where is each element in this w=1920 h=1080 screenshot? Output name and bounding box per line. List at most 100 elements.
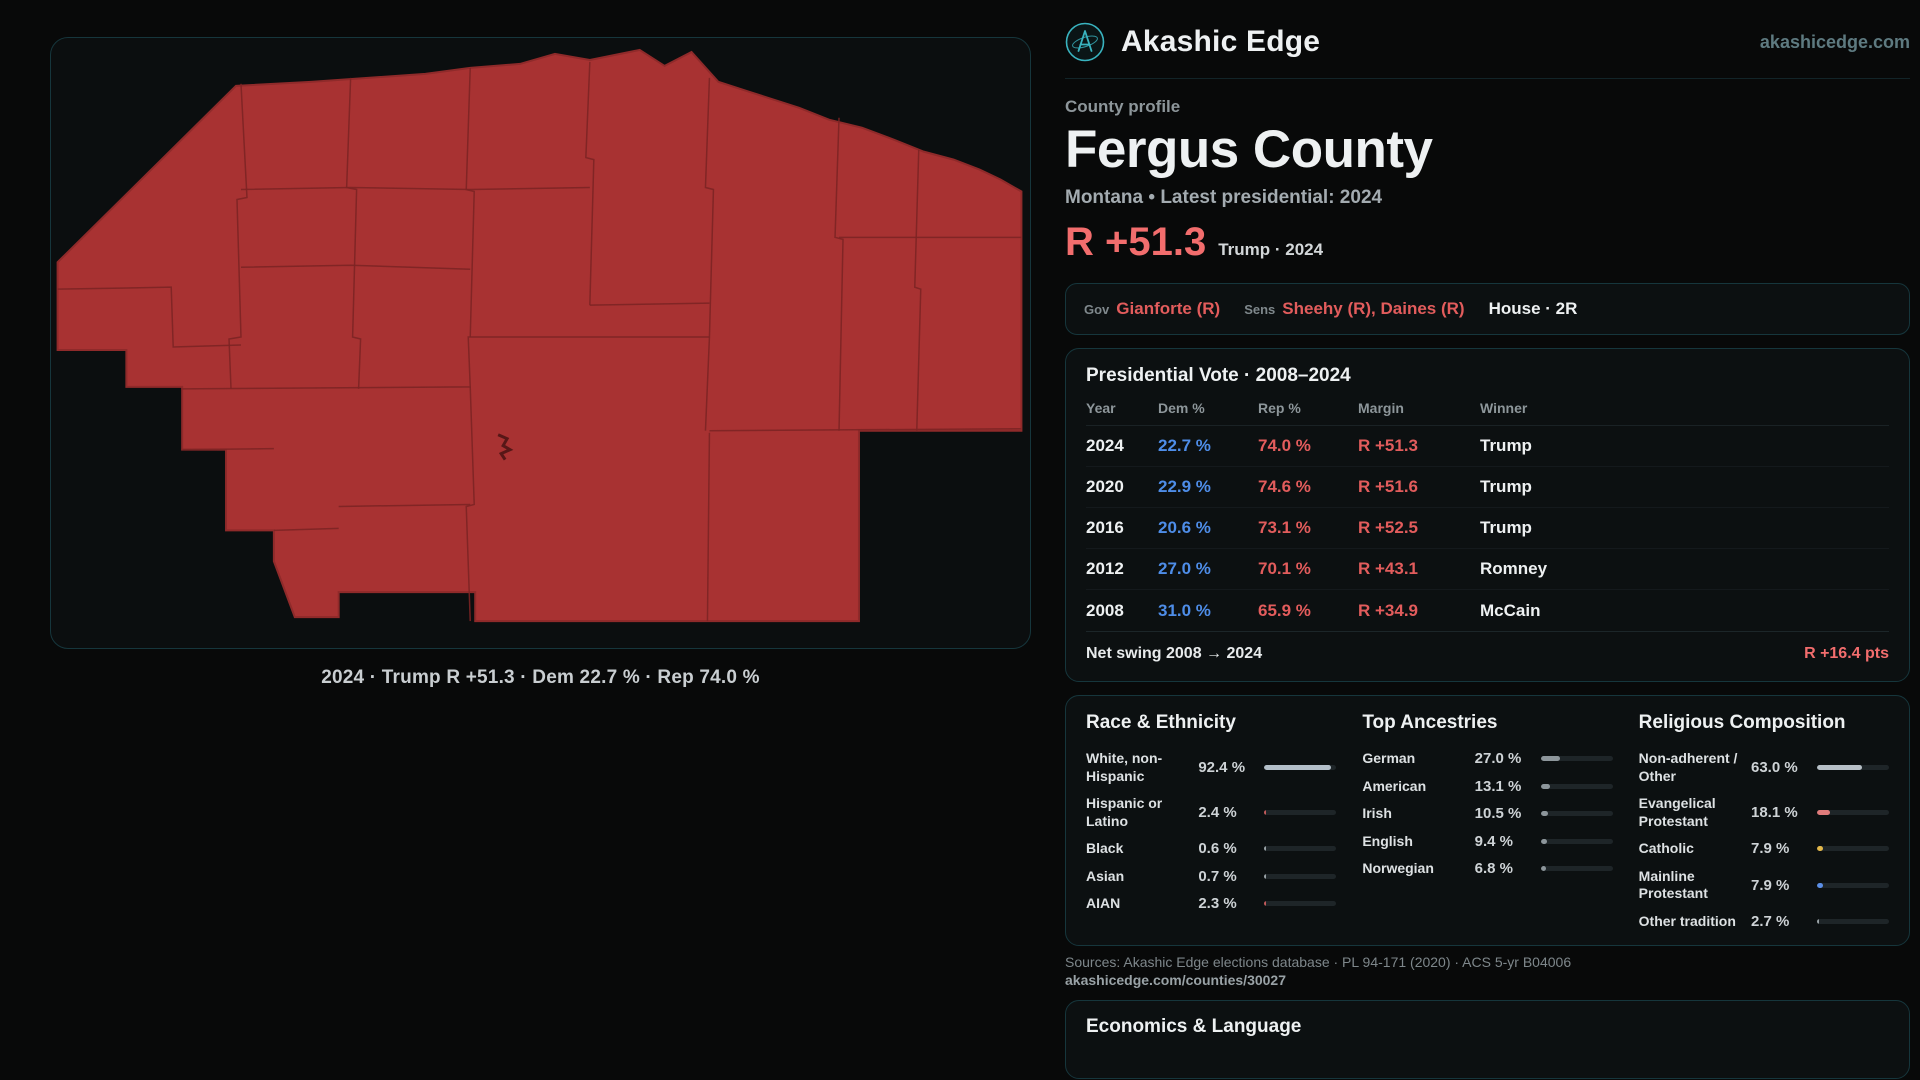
stat-row: Catholic 7.9 % xyxy=(1639,835,1889,863)
net-swing-row: Net swing 2008 → 2024 R +16.4 pts xyxy=(1086,631,1889,668)
stat-label: White, non-Hispanic xyxy=(1086,750,1163,784)
dem-cell: 22.9 % xyxy=(1158,477,1211,497)
profile-kicker: County profile xyxy=(1065,97,1181,116)
stat-value: 92.4 % xyxy=(1198,759,1246,777)
rep-cell: 70.1 % xyxy=(1258,559,1311,579)
stat-bar xyxy=(1264,873,1337,879)
religion-rows: Non-adherent / Other 63.0 % Evangelical Pr… xyxy=(1639,745,1889,935)
stat-value: 7.9 % xyxy=(1750,840,1790,858)
gov-label: Gov xyxy=(1084,301,1110,317)
margin-cell: R +34.9 xyxy=(1358,600,1419,620)
stat-row: White, non-Hispanic 92.4 % xyxy=(1086,745,1337,790)
presidential-table-body: 2024 22.7 % 74.0 % R +51.3 Trump 2020 22.9 % 74… xyxy=(1086,426,1889,631)
stat-label: German xyxy=(1362,750,1416,767)
stat-label: AIAN xyxy=(1086,895,1121,912)
stat-value: 0.7 % xyxy=(1198,867,1237,885)
stat-bar xyxy=(1540,811,1613,817)
rep-cell: 74.6 % xyxy=(1258,477,1311,497)
sens-value: Sheehy (R), Daines (R) xyxy=(1282,299,1465,319)
stat-row: English 9.4 % xyxy=(1362,828,1613,856)
stat-value: 0.6 % xyxy=(1198,840,1237,858)
compass-emblem-icon[interactable] xyxy=(1065,22,1105,62)
stat-row: Mainline Protestant 7.9 % xyxy=(1639,863,1889,908)
county-title: Fergus County xyxy=(1065,120,1433,179)
election-row: 2008 31.0 % 65.9 % R +34.9 McCain xyxy=(1086,590,1889,631)
app-header: Akashic Edge akashicedge.com xyxy=(1065,0,1910,79)
stat-value: 27.0 % xyxy=(1474,750,1522,768)
religion-section: Religious Composition Non-adherent / Oth… xyxy=(1639,712,1889,935)
stat-bar xyxy=(1540,756,1613,762)
stat-bar xyxy=(1540,783,1613,789)
margin-cell: R +51.6 xyxy=(1358,477,1419,497)
table-header: Year Dem % Rep % Margin Winner xyxy=(1086,400,1889,427)
election-row: 2024 22.7 % 74.0 % R +51.3 Trump xyxy=(1086,426,1889,468)
stat-label: English xyxy=(1362,832,1413,849)
net-swing-label: Net swing 2008 → 2024 xyxy=(1086,645,1263,663)
race-title: Race & Ethnicity xyxy=(1086,712,1236,734)
stat-row: Irish 10.5 % xyxy=(1362,800,1613,828)
stat-bar xyxy=(1816,918,1889,924)
presidential-vote-panel: Presidential Vote · 2008–2024 Year Dem %… xyxy=(1065,348,1910,683)
col-dem: Dem % xyxy=(1158,400,1205,417)
rep-cell: 65.9 % xyxy=(1258,600,1311,620)
margin-cell: R +43.1 xyxy=(1358,559,1419,579)
stat-label: Catholic xyxy=(1638,840,1694,857)
state-shape[interactable] xyxy=(56,48,1023,623)
year-cell: 2016 xyxy=(1086,518,1124,538)
year-cell: 2024 xyxy=(1086,436,1124,456)
county-map[interactable] xyxy=(51,38,1030,648)
stat-value: 63.0 % xyxy=(1750,759,1798,777)
sens-label: Sens xyxy=(1244,301,1276,317)
stat-row: German 27.0 % xyxy=(1362,745,1613,773)
net-swing-value: R +16.4 pts xyxy=(1804,645,1889,663)
winner-cell: Trump xyxy=(1480,477,1532,497)
race-ethnicity-section: Race & Ethnicity White, non-Hispanic 92.4… xyxy=(1086,712,1337,935)
headline-margin: R +51.3 xyxy=(1065,220,1207,265)
stat-label: Black xyxy=(1086,840,1124,857)
stat-row: Evangelical Protestant 18.1 % xyxy=(1639,790,1889,835)
year-cell: 2020 xyxy=(1086,477,1124,497)
stat-value: 2.4 % xyxy=(1198,804,1237,822)
col-year: Year xyxy=(1086,400,1116,417)
site-link[interactable]: akashicedge.com xyxy=(1759,31,1910,52)
officials-bar: Gov Gianforte (R) Sens Sheehy (R), Daine… xyxy=(1065,283,1910,336)
ancestries-section: Top Ancestries German 27.0 % American 13.1 … xyxy=(1362,712,1613,935)
dem-cell: 31.0 % xyxy=(1158,600,1211,620)
stat-label: Asian xyxy=(1086,867,1125,884)
stat-label: American xyxy=(1362,777,1427,794)
margin-cell: R +52.5 xyxy=(1358,518,1419,538)
stat-label: Norwegian xyxy=(1362,860,1434,877)
stat-label: Non-adherent / Other xyxy=(1638,750,1738,784)
economics-title: Economics & Language xyxy=(1086,1016,1302,1038)
stat-label: Hispanic or Latino xyxy=(1086,795,1163,829)
stat-bar xyxy=(1264,765,1337,771)
stat-bar xyxy=(1816,882,1889,888)
year-cell: 2008 xyxy=(1086,600,1124,620)
stat-value: 2.7 % xyxy=(1750,912,1790,930)
winner-cell: Trump xyxy=(1480,436,1532,456)
winner-cell: Trump xyxy=(1480,518,1532,538)
winner-cell: McCain xyxy=(1480,600,1541,620)
col-winner: Winner xyxy=(1480,400,1528,417)
stat-row: Non-adherent / Other 63.0 % xyxy=(1639,745,1889,790)
rep-cell: 73.1 % xyxy=(1258,518,1311,538)
permalink[interactable]: akashicedge.com/counties/30027 xyxy=(1065,972,1286,989)
election-row: 2012 27.0 % 70.1 % R +43.1 Romney xyxy=(1086,549,1889,591)
election-row: 2016 20.6 % 73.1 % R +52.5 Trump xyxy=(1086,508,1889,550)
stat-row: AIAN 2.3 % xyxy=(1086,890,1337,918)
col-margin: Margin xyxy=(1358,400,1404,417)
religion-title: Religious Composition xyxy=(1638,712,1846,734)
stat-value: 18.1 % xyxy=(1750,804,1798,822)
county-map-panel xyxy=(50,37,1031,649)
sources-line: Sources: Akashic Edge elections database… xyxy=(1065,954,1572,971)
stat-bar xyxy=(1540,866,1613,872)
stat-bar xyxy=(1816,846,1889,852)
demographics-panel: Race & Ethnicity White, non-Hispanic 92.4… xyxy=(1065,695,1910,947)
stat-value: 2.3 % xyxy=(1198,895,1237,913)
map-caption: 2024 · Trump R +51.3 · Dem 22.7 % · Rep … xyxy=(321,667,760,688)
stat-row: Hispanic or Latino 2.4 % xyxy=(1086,790,1337,835)
dem-cell: 20.6 % xyxy=(1158,518,1211,538)
stat-label: Other tradition xyxy=(1638,912,1736,929)
presidential-title: Presidential Vote · 2008–2024 xyxy=(1086,365,1351,387)
stat-bar xyxy=(1816,765,1889,771)
